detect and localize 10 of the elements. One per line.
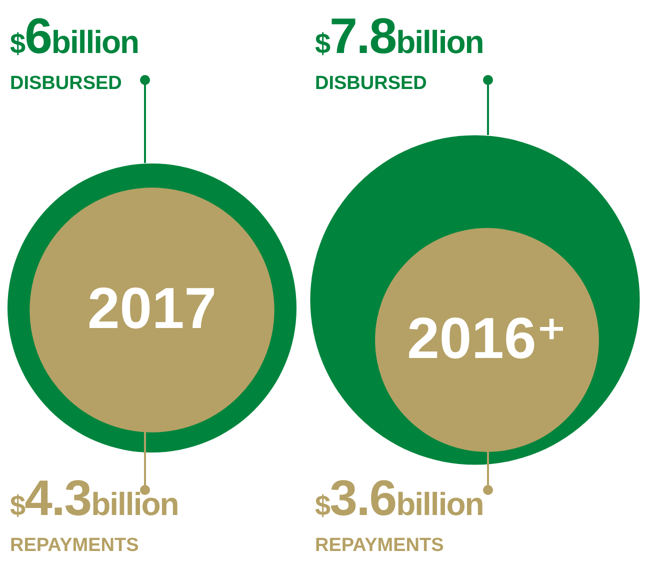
data-label: $6billion	[10, 8, 139, 64]
data-label: $7.8billion	[315, 8, 484, 64]
text: DISBURSED	[315, 73, 427, 94]
category-label: 2016⁺	[406, 305, 568, 373]
category-label: 2017	[86, 275, 218, 343]
text: REPAYMENTS	[315, 535, 444, 556]
data-label: $4.3billion	[10, 470, 178, 526]
legend-label: DISBURSED	[10, 73, 123, 95]
legend-label: REPAYMENTS	[10, 535, 140, 557]
data-label: $3.6billion	[315, 470, 484, 526]
